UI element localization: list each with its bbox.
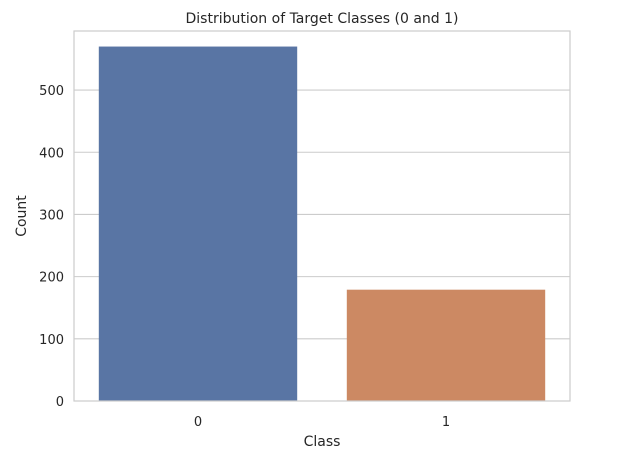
bars bbox=[98, 46, 546, 402]
y-tick-label: 0 bbox=[56, 395, 64, 410]
y-tick-label: 400 bbox=[39, 146, 64, 161]
x-tick-label: 0 bbox=[194, 415, 202, 430]
bar-class-1 bbox=[346, 289, 546, 401]
y-tick-labels: 0 100 200 300 400 500 bbox=[39, 84, 64, 410]
chart-title: Distribution of Target Classes (0 and 1) bbox=[186, 11, 459, 27]
y-axis-label: Count bbox=[14, 195, 30, 237]
axes-frame bbox=[73, 30, 571, 402]
bar-class-0 bbox=[98, 46, 298, 402]
y-tick-label: 200 bbox=[39, 271, 64, 286]
x-axis-label: Class bbox=[304, 434, 341, 450]
x-tick-label: 1 bbox=[442, 415, 450, 430]
y-tick-label: 100 bbox=[39, 333, 64, 348]
y-tick-label: 500 bbox=[39, 84, 64, 99]
y-tick-label: 300 bbox=[39, 208, 64, 223]
